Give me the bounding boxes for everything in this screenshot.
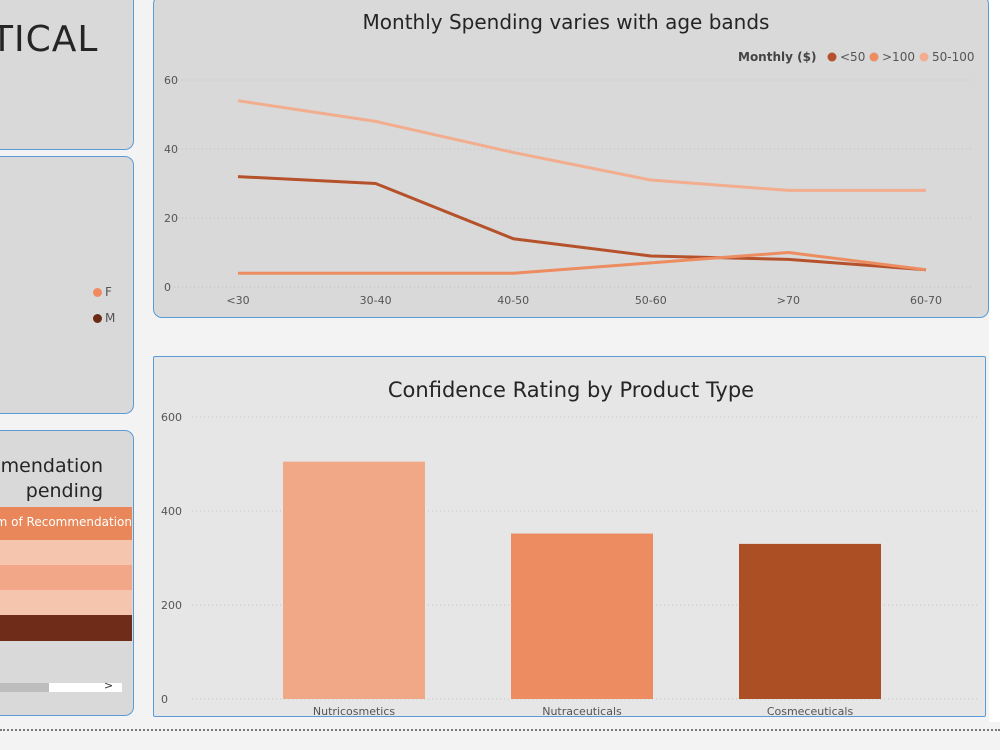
x-tick-label: Nutricosmetics — [313, 705, 396, 717]
x-tick-label: Cosmeceuticals — [767, 705, 854, 717]
scrollbar-thumb[interactable] — [49, 683, 122, 692]
y-tick-label: 40 — [164, 143, 178, 156]
legend-dot-icon — [869, 52, 879, 62]
y-tick-label: 20 — [164, 212, 178, 225]
report-title: TICAL — [0, 19, 99, 60]
x-tick-label: 60-70 — [910, 294, 942, 307]
x-tick-label: 50-60 — [635, 294, 667, 307]
page-edge — [989, 0, 1000, 722]
scroll-right-icon[interactable]: > — [104, 679, 114, 692]
table-row[interactable] — [0, 540, 132, 565]
legend-dot-icon — [93, 313, 102, 323]
x-tick-label: >70 — [777, 294, 800, 307]
y-tick-label: 0 — [164, 281, 171, 294]
series-line[interactable] — [237, 175, 927, 272]
bar[interactable] — [739, 543, 881, 699]
title-card: TICAL — [0, 0, 134, 150]
legend-label[interactable]: <50 — [840, 50, 865, 64]
table-row[interactable] — [0, 615, 132, 641]
table-title: mendation pending — [0, 455, 103, 502]
legend-item-m[interactable]: M — [93, 311, 115, 325]
series-line[interactable] — [238, 251, 927, 275]
y-tick-label: 400 — [161, 505, 182, 518]
x-tick-label: Nutraceuticals — [542, 705, 622, 717]
y-tick-label: 0 — [161, 693, 168, 706]
y-tick-label: 600 — [161, 411, 182, 424]
gender-chart-card: F M — [0, 156, 134, 414]
table-row[interactable] — [0, 565, 132, 590]
y-tick-label: 60 — [164, 74, 178, 87]
y-tick-label: 200 — [161, 599, 182, 612]
table-header-label: m of Recommendation — [0, 515, 132, 529]
legend-item-f[interactable]: F — [93, 285, 112, 299]
table-row[interactable] — [0, 590, 132, 615]
x-tick-label: <30 — [226, 294, 249, 307]
legend-label[interactable]: >100 — [882, 50, 915, 64]
legend-dot-icon — [919, 52, 929, 62]
legend-dot-icon — [827, 52, 837, 62]
legend-title: Monthly ($) — [738, 50, 816, 64]
bar[interactable] — [511, 533, 653, 699]
bar-chart: Confidence Rating by Product Type 0 200 40… — [161, 378, 979, 717]
table-header[interactable]: m of Recommendation — [0, 507, 132, 540]
legend-label[interactable]: 50-100 — [932, 50, 975, 64]
bar-chart-card: Confidence Rating by Product Type 0 200 40… — [153, 356, 986, 717]
series-line[interactable] — [237, 99, 926, 192]
legend-label: M — [105, 311, 116, 325]
bar[interactable] — [283, 461, 425, 699]
page-divider — [0, 729, 1000, 731]
x-tick-label: 40-50 — [497, 294, 529, 307]
legend-label: F — [105, 285, 112, 299]
chart-title: Confidence Rating by Product Type — [388, 378, 754, 402]
legend-dot-icon — [93, 287, 102, 297]
recommendation-table-card: mendation pending m of Recommendation > — [0, 430, 134, 716]
x-tick-label: 30-40 — [360, 294, 392, 307]
chart-title: Monthly Spending varies with age bands — [363, 10, 770, 34]
line-chart-card: Monthly Spending varies with age bands M… — [153, 0, 989, 318]
line-chart: Monthly Spending varies with age bands M… — [164, 10, 975, 307]
